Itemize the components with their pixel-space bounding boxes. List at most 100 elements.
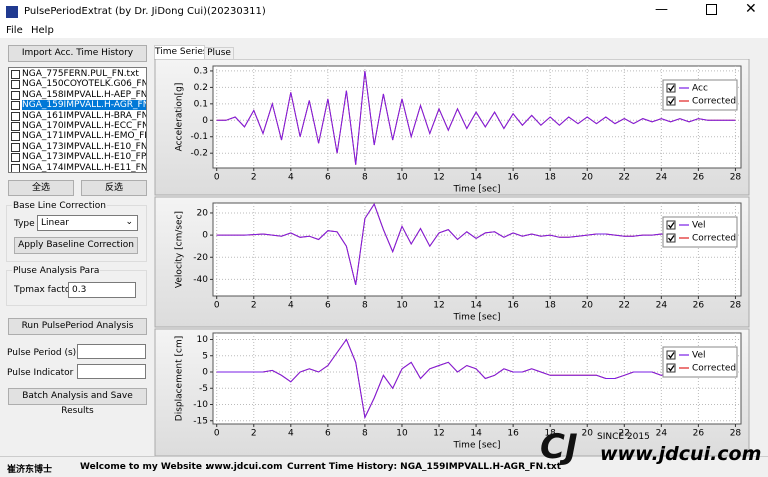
x-tick-label: 10 bbox=[396, 301, 408, 311]
y-tick-label: 0 bbox=[202, 116, 208, 126]
x-tick-label: 10 bbox=[396, 173, 408, 183]
file-name: NGA_158IMPVALL.H-AEP_FN.t bbox=[22, 89, 146, 100]
x-tick-label: 12 bbox=[433, 173, 444, 183]
logo-site: www.jdcui.com bbox=[600, 443, 762, 465]
menu-item[interactable]: Help bbox=[31, 25, 54, 36]
x-tick-label: 24 bbox=[656, 173, 668, 183]
plot-area bbox=[212, 202, 742, 297]
file-item[interactable]: NGA_174IMPVALL.H-E11_FN.t bbox=[9, 162, 146, 173]
group-label: Base Line Correction bbox=[12, 201, 107, 211]
y-tick-label: -0.1 bbox=[190, 132, 208, 142]
file-item[interactable]: NGA_170IMPVALL.H-ECC_FN.t bbox=[9, 121, 146, 132]
file-item[interactable]: NGA_775FERN.PUL_FN.txt bbox=[9, 69, 146, 80]
run-button[interactable]: Run PulsePeriod Analysis bbox=[8, 318, 147, 335]
x-tick-label: 8 bbox=[362, 429, 368, 439]
file-item[interactable]: NGA_159IMPVALL.H-AGR_FN.t bbox=[9, 100, 146, 111]
legend-checkbox bbox=[666, 363, 676, 373]
batch-button[interactable]: Batch Analysis and Save Results bbox=[8, 388, 147, 416]
file-item[interactable]: NGA_150COYOTELK.G06_FN.t bbox=[9, 79, 146, 90]
file-name: NGA_161IMPVALL.H-BRA_FN. bbox=[22, 110, 146, 121]
import-button[interactable]: Import Acc. Time History bbox=[8, 45, 147, 62]
y-tick-label: 0 bbox=[202, 368, 208, 378]
x-tick-label: 20 bbox=[582, 429, 594, 439]
input-value: 0.3 bbox=[72, 285, 87, 295]
file-item[interactable]: NGA_161IMPVALL.H-BRA_FN. bbox=[9, 111, 146, 121]
x-tick-label: 22 bbox=[619, 301, 630, 311]
x-tick-label: 18 bbox=[544, 429, 556, 439]
file-item[interactable]: NGA_173IMPVALL.H-E10_FN.t bbox=[9, 141, 146, 153]
menu-bar: File Help bbox=[0, 24, 768, 38]
x-tick-label: 6 bbox=[325, 429, 331, 439]
file-item[interactable]: NGA_173IMPVALL.H-E10_FP.t bbox=[9, 152, 146, 163]
x-tick-label: 12 bbox=[433, 429, 444, 439]
x-tick-label: 10 bbox=[396, 429, 408, 439]
legend-label: Vel bbox=[692, 351, 706, 361]
file-item[interactable]: NGA_158IMPVALL.H-AEP_FN.t bbox=[9, 89, 146, 101]
series-line bbox=[216, 338, 736, 420]
x-tick-label: 18 bbox=[544, 173, 556, 183]
window-title: PulsePeriodExtrat (by Dr. JiDong Cui)(20… bbox=[24, 6, 266, 17]
x-tick-label: 6 bbox=[325, 301, 331, 311]
menu-item[interactable]: File bbox=[6, 25, 23, 36]
x-tick-label: 18 bbox=[544, 301, 556, 311]
tpmax-input[interactable]: 0.3 bbox=[68, 282, 136, 298]
y-tick-label: 0 bbox=[202, 231, 208, 241]
x-tick-label: 24 bbox=[656, 301, 668, 311]
x-tick-label: 0 bbox=[214, 301, 220, 311]
app-icon bbox=[6, 6, 18, 18]
period-input[interactable] bbox=[77, 344, 146, 359]
indicator-input[interactable] bbox=[77, 364, 146, 379]
plot-area bbox=[212, 332, 742, 425]
x-tick-label: 28 bbox=[730, 173, 742, 183]
y-tick-label: -0.2 bbox=[190, 149, 208, 159]
file-name: NGA_174IMPVALL.H-E11_FN.t bbox=[22, 162, 146, 173]
legend-label: Corrected bbox=[692, 97, 736, 107]
file-list[interactable]: NGA_775FERN.PUL_FN.txt NGA_150COYOTELK.G0… bbox=[8, 67, 147, 173]
x-tick-label: 14 bbox=[470, 173, 482, 183]
series-line bbox=[216, 70, 736, 165]
y-tick-label: 0.3 bbox=[194, 66, 208, 76]
legend-label: Corrected bbox=[692, 234, 736, 244]
x-tick-label: 26 bbox=[693, 301, 705, 311]
legend-checkbox bbox=[666, 220, 676, 230]
close[interactable]: ✕ bbox=[745, 1, 757, 17]
legend-checkbox bbox=[666, 350, 676, 360]
current-file: Current Time History: NGA_159IMPVALL.H-A… bbox=[287, 462, 562, 472]
x-axis-label: Time [sec] bbox=[452, 441, 500, 451]
title-bar: PulsePeriodExtrat (by Dr. JiDong Cui)(20… bbox=[0, 0, 768, 24]
x-tick-label: 8 bbox=[362, 301, 368, 311]
x-axis-label: Time [sec] bbox=[452, 185, 500, 195]
minimize[interactable]: — bbox=[655, 2, 668, 17]
x-tick-label: 16 bbox=[507, 429, 519, 439]
legend-check bbox=[667, 222, 675, 229]
x-tick-label: 28 bbox=[730, 429, 742, 439]
tab-active[interactable]: Time Series bbox=[154, 45, 208, 60]
file-item[interactable]: NGA_171IMPVALL.H-EMO_FN. bbox=[9, 131, 146, 142]
y-tick-label: 0.1 bbox=[194, 99, 208, 109]
invert-button[interactable]: 反选 bbox=[81, 180, 147, 196]
y-tick-label: -20 bbox=[193, 253, 208, 263]
type-select[interactable]: Linear ⌄ bbox=[37, 215, 138, 231]
x-tick-label: 16 bbox=[507, 301, 519, 311]
legend-checkbox bbox=[666, 233, 676, 243]
select-all-button[interactable]: 全选 bbox=[8, 180, 74, 196]
maximize[interactable] bbox=[706, 4, 717, 15]
y-tick-label: -10 bbox=[193, 400, 208, 410]
y-tick-label: -15 bbox=[193, 416, 208, 426]
y-axis-label: Velocity [cm/sec] bbox=[175, 211, 185, 288]
x-tick-label: 0 bbox=[214, 429, 220, 439]
legend-check bbox=[667, 235, 675, 242]
file-name: NGA_173IMPVALL.H-E10_FN.t bbox=[22, 141, 146, 152]
status-bar: 崔济东博士 Welcome to my Website : www.jdcui.… bbox=[0, 456, 768, 477]
series-line bbox=[216, 202, 736, 286]
x-tick-label: 4 bbox=[288, 301, 294, 311]
type-label: Type bbox=[14, 219, 35, 229]
logo-mark: CJ bbox=[540, 427, 578, 467]
period-label: Pulse Period (s) bbox=[7, 348, 77, 358]
x-tick-label: 24 bbox=[656, 429, 668, 439]
tpmax-label: Tpmax factor bbox=[14, 285, 75, 295]
legend-check bbox=[667, 352, 675, 359]
file-name: NGA_173IMPVALL.H-E10_FP.t bbox=[22, 152, 146, 163]
apply-button[interactable]: Apply Baseline Correction bbox=[14, 237, 138, 254]
